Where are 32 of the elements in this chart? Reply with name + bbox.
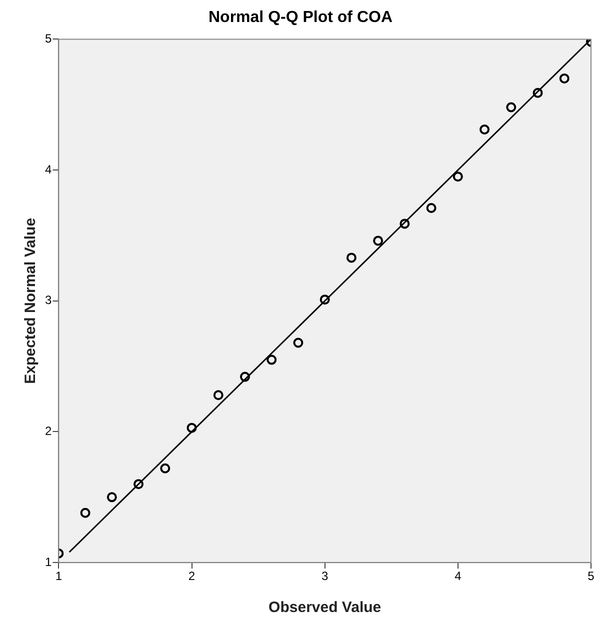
y-axis-title: Expected Normal Value [22, 218, 40, 384]
point [373, 236, 384, 246]
point [186, 422, 197, 433]
point [293, 338, 304, 348]
point [80, 508, 90, 518]
x-tick-label: 3 [321, 569, 328, 584]
point [452, 172, 463, 182]
point [506, 102, 516, 112]
y-tick-label: 1 [44, 554, 52, 569]
point [532, 88, 543, 98]
x-tick-label: 4 [454, 569, 462, 584]
x-tick-label: 5 [588, 569, 595, 584]
point [240, 372, 250, 382]
point [213, 390, 224, 400]
point [106, 492, 117, 502]
y-tick-label: 4 [44, 162, 52, 176]
point [559, 73, 570, 84]
chart-title: Normal Q-Q Plot of COA [208, 9, 393, 26]
x-tick-label: 2 [188, 569, 196, 584]
point [160, 463, 170, 474]
point [266, 354, 277, 365]
point [320, 294, 330, 305]
y-tick-label: 5 [44, 32, 52, 46]
x-tick-label: 1 [55, 569, 62, 584]
point [426, 202, 436, 213]
point [480, 124, 490, 134]
point [134, 479, 144, 490]
y-tick-label: 2 [44, 424, 52, 438]
x-axis-title: Observed Value [268, 599, 382, 616]
point [400, 218, 410, 229]
point [346, 252, 356, 263]
y-tick-label: 3 [44, 293, 52, 308]
